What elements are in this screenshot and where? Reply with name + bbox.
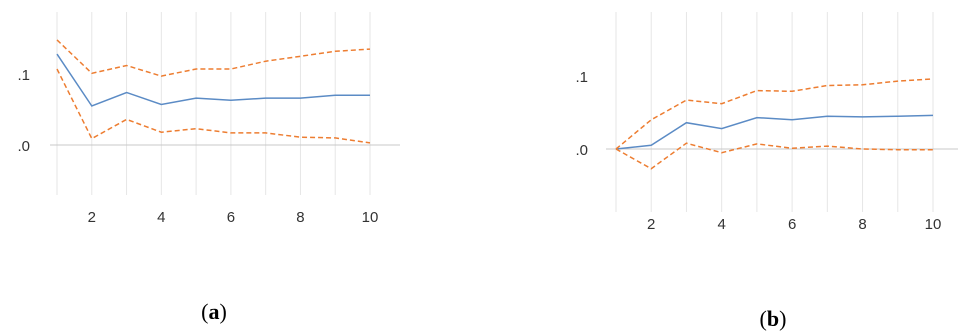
series-upper-b xyxy=(615,78,934,150)
x-tick-label-a-8: 8 xyxy=(296,209,304,226)
series-response-a xyxy=(56,53,370,107)
y-tick-label-b-0: .0 xyxy=(575,142,588,159)
x-tick-label-b-4: 4 xyxy=(717,216,725,233)
x-tick-label-b-10: 10 xyxy=(925,216,942,233)
caption-b-letter: b xyxy=(767,306,779,331)
x-tick-label-b-8: 8 xyxy=(858,216,866,233)
chart-a: .0 .1 2 4 6 8 10 xyxy=(17,12,400,226)
x-tick-label-a-4: 4 xyxy=(157,209,165,226)
y-tick-label-b-1: .1 xyxy=(575,69,588,86)
y-tick-label-a-0: .0 xyxy=(17,138,30,155)
caption-a: (a) xyxy=(201,299,227,324)
series-lower-b xyxy=(615,142,933,170)
x-tick-label-b-2: 2 xyxy=(647,216,655,233)
x-tick-label-a-6: 6 xyxy=(227,209,235,226)
series-lower-a xyxy=(56,68,371,144)
x-tick-label-b-6: 6 xyxy=(788,216,796,233)
chart-b: .0 .1 2 4 6 8 10 xyxy=(575,12,958,233)
series-upper-a xyxy=(56,39,371,77)
x-tick-label-a-2: 2 xyxy=(88,209,96,226)
caption-a-letter: a xyxy=(209,299,220,324)
caption-b: (b) xyxy=(760,306,787,331)
x-tick-label-a-10: 10 xyxy=(362,209,379,226)
series-response-b xyxy=(615,114,934,150)
y-tick-label-a-1: .1 xyxy=(17,67,30,84)
